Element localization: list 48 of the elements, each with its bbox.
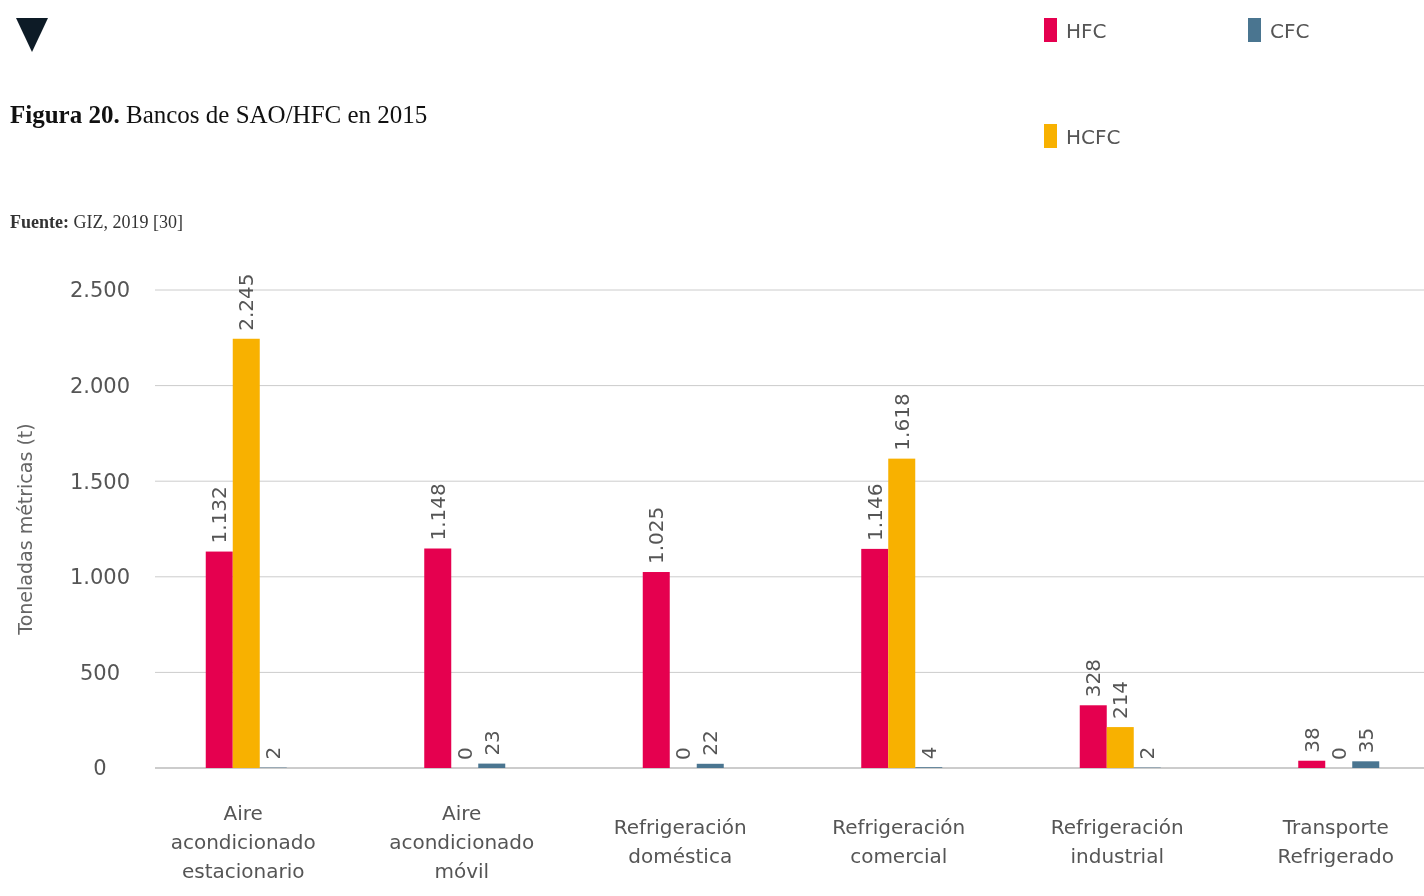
bar [1352, 761, 1380, 768]
data-label: 328 [1081, 659, 1106, 698]
legend-label: HFC [1066, 19, 1107, 43]
bar [861, 548, 889, 768]
data-label: 214 [1108, 680, 1133, 720]
data-label: 2 [261, 746, 286, 760]
y-axis-title: Toneladas métricas (t) [14, 423, 36, 636]
bar [1079, 705, 1107, 768]
data-label: 0 [452, 747, 477, 760]
data-label: 23 [479, 730, 504, 756]
data-label: 1.132 [207, 486, 232, 544]
bar [424, 548, 452, 768]
data-label: 0 [671, 747, 696, 760]
data-label: 38 [1299, 727, 1324, 753]
data-label: 2.245 [234, 273, 259, 331]
data-label: 22 [698, 730, 723, 756]
x-tick-label: Aire acondicionado estacionario [170, 801, 316, 883]
x-tick-label: Refrigeración industrial [1050, 815, 1184, 868]
bar [1106, 727, 1134, 768]
bar [1298, 760, 1326, 768]
y-tick-label: 500 [79, 660, 121, 685]
data-label: 4 [916, 746, 941, 760]
y-tick-label: 2.000 [69, 373, 131, 398]
bar [888, 458, 916, 768]
chart-title: Figura 20. Bancos de SAO/HFC en 2015 [10, 101, 428, 128]
data-label: 35 [1353, 727, 1378, 754]
bar [232, 338, 260, 768]
y-tick-label: 0 [93, 756, 107, 781]
data-label: 0 [1326, 747, 1351, 760]
y-tick-label: 1.000 [69, 565, 131, 590]
data-label: 1.146 [862, 483, 887, 541]
bar [642, 572, 670, 768]
bar [205, 551, 233, 768]
legend-label: CFC [1270, 19, 1310, 43]
x-tick-label: Transporte Refrigerado [1277, 815, 1395, 868]
data-label: 2 [1135, 746, 1160, 760]
data-label: 1.148 [425, 483, 450, 541]
y-tick-label: 2.500 [69, 278, 131, 303]
x-tick-label: Refrigeración doméstica [613, 815, 747, 868]
bar [478, 763, 506, 768]
bar [696, 763, 724, 768]
x-tick-label: Refrigeración comercial [832, 815, 966, 868]
x-tick-label: Aire acondicionado móvil [389, 801, 535, 883]
data-label: 1.025 [644, 506, 669, 565]
y-tick-label: 1.500 [69, 469, 131, 494]
data-label: 1.618 [889, 393, 914, 451]
legend-label: HCFC [1066, 125, 1121, 149]
source-note: Fuente: GIZ, 2019 [30] [10, 212, 183, 232]
